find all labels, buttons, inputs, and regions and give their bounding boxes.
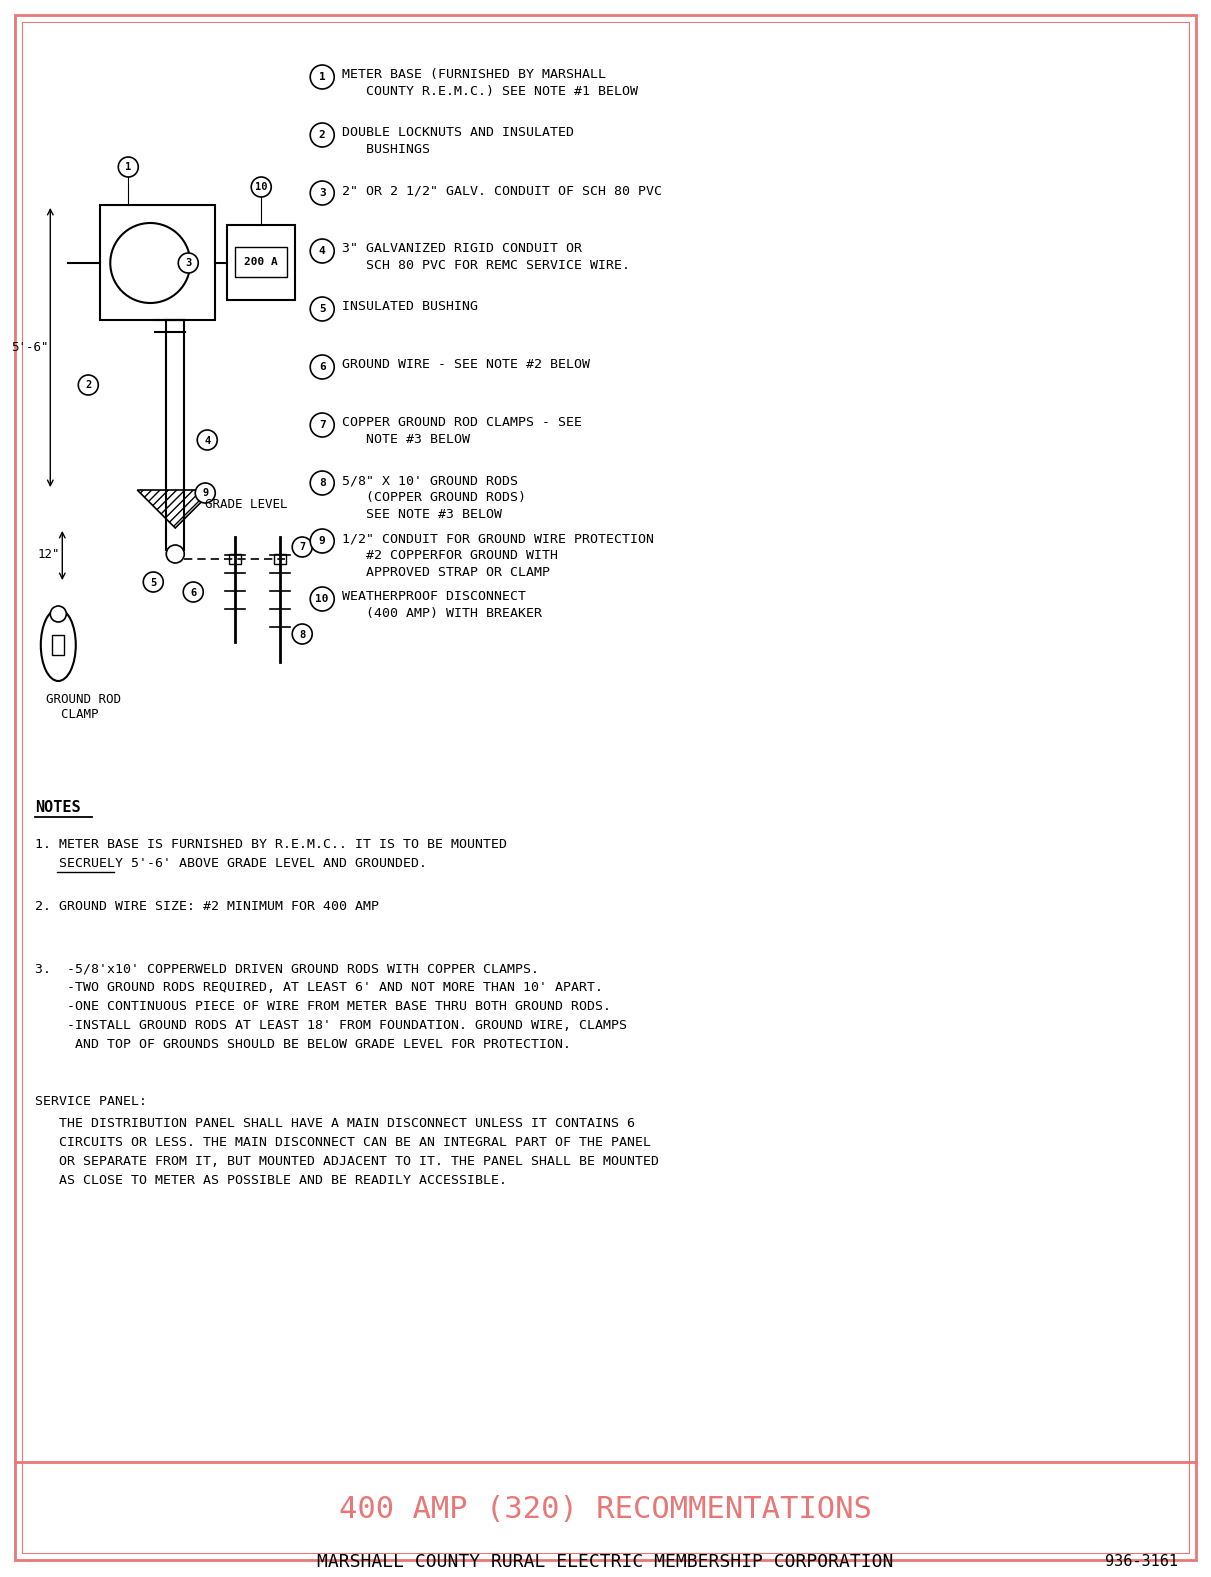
Circle shape	[79, 375, 98, 394]
Text: 1. METER BASE IS FURNISHED BY R.E.M.C.. IT IS TO BE MOUNTED: 1. METER BASE IS FURNISHED BY R.E.M.C.. …	[35, 837, 507, 852]
Text: 1: 1	[125, 162, 131, 172]
Text: #2 COPPERFOR GROUND WITH: #2 COPPERFOR GROUND WITH	[343, 549, 558, 561]
Text: -TWO GROUND RODS REQUIRED, AT LEAST 6' AND NOT MORE THAN 10' APART.: -TWO GROUND RODS REQUIRED, AT LEAST 6' A…	[35, 981, 603, 994]
Text: GROUND ROD
  CLAMP: GROUND ROD CLAMP	[46, 692, 121, 721]
Text: -INSTALL GROUND RODS AT LEAST 18' FROM FOUNDATION. GROUND WIRE, CLAMPS: -INSTALL GROUND RODS AT LEAST 18' FROM F…	[35, 1019, 627, 1031]
Text: METER BASE (FURNISHED BY MARSHALL: METER BASE (FURNISHED BY MARSHALL	[343, 68, 607, 80]
Circle shape	[119, 158, 138, 177]
Text: 4: 4	[318, 246, 326, 257]
Text: 7: 7	[299, 542, 305, 552]
Circle shape	[292, 624, 312, 643]
Circle shape	[195, 483, 216, 503]
Text: (COPPER GROUND RODS): (COPPER GROUND RODS)	[343, 490, 527, 505]
Circle shape	[310, 587, 334, 610]
Text: SCH 80 PVC FOR REMC SERVICE WIRE.: SCH 80 PVC FOR REMC SERVICE WIRE.	[343, 259, 630, 271]
Text: SECRUELY 5'-6' ABOVE GRADE LEVEL AND GROUNDED.: SECRUELY 5'-6' ABOVE GRADE LEVEL AND GRO…	[35, 856, 427, 871]
Text: DOUBLE LOCKNUTS AND INSULATED: DOUBLE LOCKNUTS AND INSULATED	[343, 126, 574, 139]
Text: 5: 5	[150, 577, 156, 588]
Text: 2: 2	[85, 380, 91, 391]
Text: INSULATED BUSHING: INSULATED BUSHING	[343, 300, 478, 312]
Circle shape	[310, 240, 334, 263]
Text: 7: 7	[318, 421, 326, 431]
Circle shape	[310, 65, 334, 88]
Text: 6: 6	[190, 588, 196, 598]
Text: 2" OR 2 1/2" GALV. CONDUIT OF SCH 80 PVC: 2" OR 2 1/2" GALV. CONDUIT OF SCH 80 PVC	[343, 185, 662, 197]
Text: 8: 8	[318, 478, 326, 489]
Text: SEE NOTE #3 BELOW: SEE NOTE #3 BELOW	[343, 508, 503, 520]
Text: 400 AMP (320) RECOMMENTATIONS: 400 AMP (320) RECOMMENTATIONS	[339, 1495, 872, 1525]
Circle shape	[310, 123, 334, 147]
Text: 2. GROUND WIRE SIZE: #2 MINIMUM FOR 400 AMP: 2. GROUND WIRE SIZE: #2 MINIMUM FOR 400 …	[35, 900, 379, 913]
Text: THE DISTRIBUTION PANEL SHALL HAVE A MAIN DISCONNECT UNLESS IT CONTAINS 6: THE DISTRIBUTION PANEL SHALL HAVE A MAIN…	[35, 1117, 636, 1131]
Text: NOTE #3 BELOW: NOTE #3 BELOW	[343, 434, 470, 446]
Text: 9: 9	[202, 489, 208, 498]
Text: 8: 8	[299, 629, 305, 640]
Text: 5: 5	[318, 304, 326, 314]
Circle shape	[310, 472, 334, 495]
Text: 6: 6	[318, 363, 326, 372]
Text: 4: 4	[205, 435, 211, 445]
Text: 3: 3	[318, 189, 326, 199]
Bar	[274, 554, 286, 565]
Circle shape	[310, 181, 334, 205]
Circle shape	[310, 355, 334, 378]
Text: WEATHERPROOF DISCONNECT: WEATHERPROOF DISCONNECT	[343, 590, 527, 602]
Text: 3.  -5/8'x10' COPPERWELD DRIVEN GROUND RODS WITH COPPER CLAMPS.: 3. -5/8'x10' COPPERWELD DRIVEN GROUND RO…	[35, 962, 539, 975]
Text: (400 AMP) WITH BREAKER: (400 AMP) WITH BREAKER	[343, 607, 543, 620]
Text: 5/8" X 10' GROUND RODS: 5/8" X 10' GROUND RODS	[343, 475, 518, 487]
Bar	[52, 636, 64, 654]
Text: 3: 3	[185, 259, 191, 268]
Bar	[228, 226, 295, 300]
Circle shape	[51, 606, 67, 621]
Text: 936-3161: 936-3161	[1104, 1555, 1178, 1569]
Text: 200 A: 200 A	[245, 257, 279, 267]
Text: 9: 9	[318, 536, 326, 547]
Text: GROUND WIRE - SEE NOTE #2 BELOW: GROUND WIRE - SEE NOTE #2 BELOW	[343, 358, 590, 371]
Text: 10: 10	[316, 595, 329, 604]
Circle shape	[110, 222, 190, 303]
Circle shape	[178, 252, 199, 273]
Text: BUSHINGS: BUSHINGS	[343, 144, 430, 156]
Text: 5'-6": 5'-6"	[11, 341, 48, 353]
Circle shape	[292, 538, 312, 557]
Text: 3" GALVANIZED RIGID CONDUIT OR: 3" GALVANIZED RIGID CONDUIT OR	[343, 241, 582, 255]
Circle shape	[183, 582, 203, 602]
Circle shape	[310, 528, 334, 554]
Bar	[235, 248, 287, 278]
Text: SERVICE PANEL:: SERVICE PANEL:	[35, 1094, 148, 1109]
Text: GRADE LEVEL: GRADE LEVEL	[205, 498, 288, 511]
Text: NOTES: NOTES	[35, 800, 81, 815]
Text: COUNTY R.E.M.C.) SEE NOTE #1 BELOW: COUNTY R.E.M.C.) SEE NOTE #1 BELOW	[343, 85, 638, 98]
Bar	[229, 554, 241, 565]
Text: OR SEPARATE FROM IT, BUT MOUNTED ADJACENT TO IT. THE PANEL SHALL BE MOUNTED: OR SEPARATE FROM IT, BUT MOUNTED ADJACEN…	[35, 1154, 659, 1169]
Text: AS CLOSE TO METER AS POSSIBLE AND BE READILY ACCESSIBLE.: AS CLOSE TO METER AS POSSIBLE AND BE REA…	[35, 1173, 507, 1187]
Text: 1/2" CONDUIT FOR GROUND WIRE PROTECTION: 1/2" CONDUIT FOR GROUND WIRE PROTECTION	[343, 531, 654, 546]
Text: 10: 10	[256, 183, 268, 192]
Bar	[101, 205, 216, 320]
Text: COPPER GROUND ROD CLAMPS - SEE: COPPER GROUND ROD CLAMPS - SEE	[343, 416, 582, 429]
Circle shape	[251, 177, 271, 197]
Polygon shape	[137, 490, 213, 528]
Text: 2: 2	[318, 131, 326, 140]
Circle shape	[143, 572, 163, 591]
Text: CIRCUITS OR LESS. THE MAIN DISCONNECT CAN BE AN INTEGRAL PART OF THE PANEL: CIRCUITS OR LESS. THE MAIN DISCONNECT CA…	[35, 1135, 652, 1150]
Text: 1: 1	[318, 73, 326, 82]
Text: 12": 12"	[38, 549, 61, 561]
Circle shape	[197, 431, 217, 449]
Circle shape	[310, 296, 334, 322]
Text: AND TOP OF GROUNDS SHOULD BE BELOW GRADE LEVEL FOR PROTECTION.: AND TOP OF GROUNDS SHOULD BE BELOW GRADE…	[35, 1038, 572, 1050]
Text: -ONE CONTINUOUS PIECE OF WIRE FROM METER BASE THRU BOTH GROUND RODS.: -ONE CONTINUOUS PIECE OF WIRE FROM METER…	[35, 1000, 612, 1012]
Text: MARSHALL COUNTY RURAL ELECTRIC MEMBERSHIP CORPORATION: MARSHALL COUNTY RURAL ELECTRIC MEMBERSHI…	[317, 1553, 894, 1571]
Ellipse shape	[41, 609, 76, 681]
Circle shape	[166, 546, 184, 563]
Text: APPROVED STRAP OR CLAMP: APPROVED STRAP OR CLAMP	[343, 566, 550, 579]
Circle shape	[310, 413, 334, 437]
